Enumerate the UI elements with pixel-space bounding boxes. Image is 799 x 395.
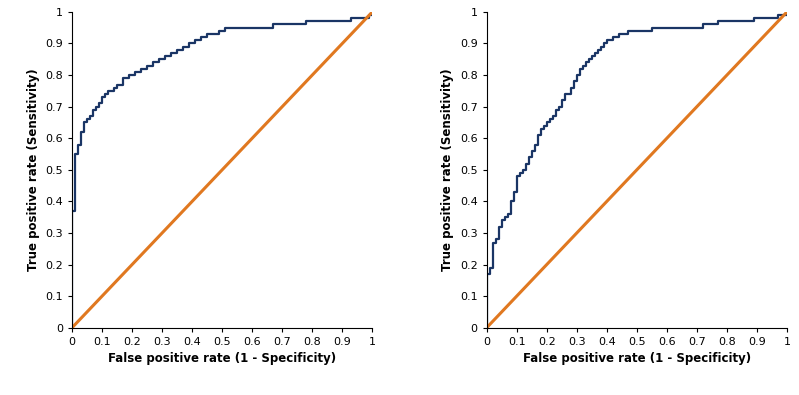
Y-axis label: True positive rate (Sensitivity): True positive rate (Sensitivity) bbox=[26, 69, 40, 271]
X-axis label: False positive rate (1 - Specificity): False positive rate (1 - Specificity) bbox=[523, 352, 751, 365]
X-axis label: False positive rate (1 - Specificity): False positive rate (1 - Specificity) bbox=[108, 352, 336, 365]
Y-axis label: True positive rate (Sensitivity): True positive rate (Sensitivity) bbox=[441, 69, 454, 271]
